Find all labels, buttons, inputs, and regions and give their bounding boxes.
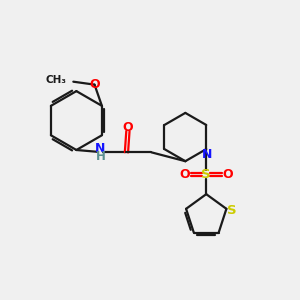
Text: N: N — [202, 148, 213, 161]
Text: S: S — [201, 168, 211, 181]
Text: O: O — [222, 168, 233, 181]
Text: H: H — [96, 150, 106, 163]
Text: S: S — [227, 204, 236, 217]
Text: N: N — [95, 142, 106, 155]
Text: O: O — [180, 168, 190, 181]
Text: CH₃: CH₃ — [46, 75, 67, 85]
Text: O: O — [123, 121, 133, 134]
Text: O: O — [89, 78, 100, 91]
